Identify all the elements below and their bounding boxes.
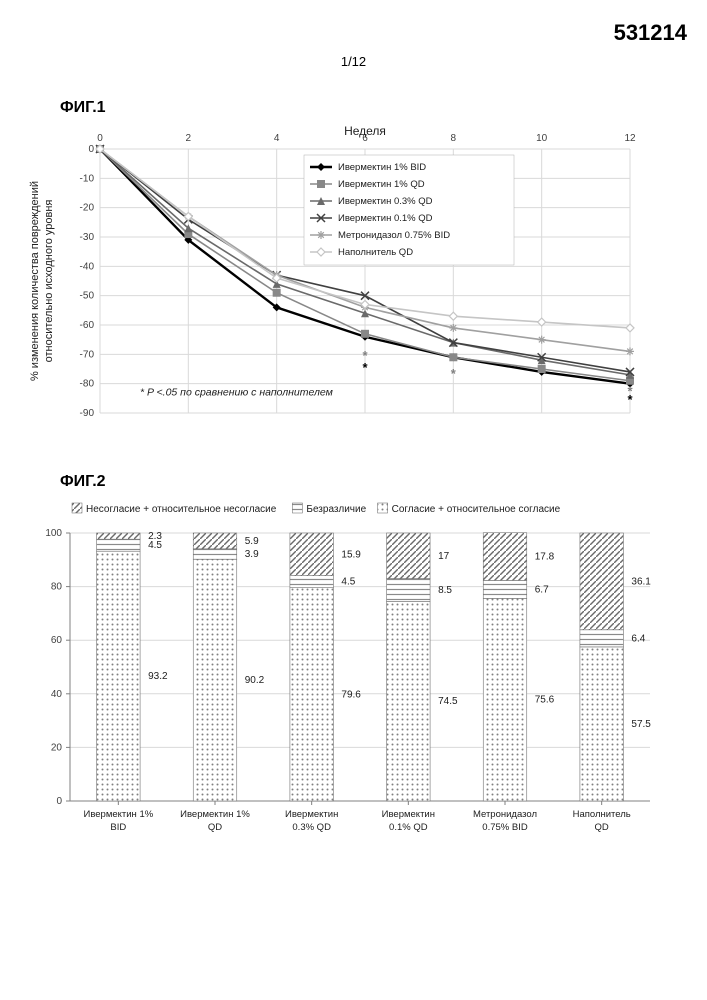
svg-text:Ивермектин 1% QD: Ивермектин 1% QD: [338, 179, 425, 190]
svg-text:2.3: 2.3: [148, 531, 162, 542]
svg-text:40: 40: [51, 689, 63, 700]
svg-text:Наполнитель: Наполнитель: [573, 809, 631, 820]
fig1-chart: 0246810120-10-20-30-40-50-60-70-80-90Нед…: [20, 123, 687, 443]
svg-text:Неделя: Неделя: [344, 124, 386, 138]
svg-text:4: 4: [274, 133, 280, 144]
svg-text:6.7: 6.7: [535, 584, 549, 595]
svg-text:Ивермектин 0.1% QD: Ивермектин 0.1% QD: [338, 213, 433, 224]
svg-text:Ивермектин: Ивермектин: [285, 809, 338, 820]
svg-text:4.5: 4.5: [341, 577, 355, 588]
svg-text:100: 100: [45, 528, 62, 539]
svg-text:-70: -70: [80, 349, 95, 360]
svg-text:60: 60: [51, 635, 63, 646]
svg-text:8.5: 8.5: [438, 585, 452, 596]
svg-text:0: 0: [97, 133, 103, 144]
svg-text:74.5: 74.5: [438, 696, 458, 707]
svg-text:0.1% QD: 0.1% QD: [389, 822, 428, 833]
svg-text:8: 8: [451, 133, 457, 144]
svg-text:*: *: [362, 360, 368, 375]
svg-text:2: 2: [186, 133, 192, 144]
svg-text:-80: -80: [80, 379, 95, 390]
document-number: 531214: [20, 20, 687, 46]
svg-text:% изменения количества поврежд: % изменения количества повреждений: [29, 181, 41, 381]
svg-text:относительно исходного уровня: относительно исходного уровня: [43, 200, 55, 363]
fig1-label: ФИГ.1: [60, 99, 687, 117]
svg-text:Ивермектин: Ивермектин: [382, 809, 435, 820]
svg-text:Ивермектин 0.3% QD: Ивермектин 0.3% QD: [338, 196, 433, 207]
page-indicator: 1/12: [20, 54, 687, 69]
svg-text:Ивермектин 1%: Ивермектин 1%: [180, 809, 250, 820]
svg-text:* P <.05 по сравнению с наполн: * P <.05 по сравнению с наполнителем: [140, 386, 333, 398]
svg-text:-40: -40: [80, 261, 95, 272]
svg-text:Ивермектин 1% BID: Ивермектин 1% BID: [338, 162, 426, 173]
svg-text:Метронидазол 0.75% BID: Метронидазол 0.75% BID: [338, 230, 450, 241]
svg-text:QD: QD: [208, 822, 222, 833]
svg-text:0.75% BID: 0.75% BID: [482, 822, 528, 833]
svg-text:Безразличие: Безразличие: [306, 504, 366, 515]
svg-text:0.3% QD: 0.3% QD: [292, 822, 331, 833]
svg-text:-50: -50: [80, 291, 95, 302]
svg-text:20: 20: [51, 742, 63, 753]
svg-text:Наполнитель QD: Наполнитель QD: [338, 247, 413, 258]
svg-text:-10: -10: [80, 173, 95, 184]
svg-text:-20: -20: [80, 203, 95, 214]
svg-text:Метронидазол: Метронидазол: [473, 809, 537, 820]
svg-text:3.9: 3.9: [245, 549, 259, 560]
svg-text:90.2: 90.2: [245, 675, 265, 686]
fig2-chart: 0 20 40 60 80 100 Несогласие + относительное н…: [20, 497, 687, 857]
svg-text:0: 0: [56, 796, 62, 807]
svg-text:-30: -30: [80, 232, 95, 243]
svg-text:93.2: 93.2: [148, 671, 168, 682]
svg-text:0: 0: [88, 144, 94, 155]
svg-text:Согласие + относительное согла: Согласие + относительное согласие: [392, 504, 561, 515]
svg-text:BID: BID: [110, 822, 126, 833]
svg-text:10: 10: [536, 133, 548, 144]
svg-text:80: 80: [51, 582, 63, 593]
svg-text:17.8: 17.8: [535, 552, 555, 563]
svg-text:12: 12: [624, 133, 636, 144]
svg-text:*: *: [627, 392, 633, 407]
fig2-label: ФИГ.2: [60, 473, 687, 491]
svg-text:17: 17: [438, 551, 450, 562]
svg-text:-90: -90: [80, 408, 95, 419]
svg-text:*: *: [451, 366, 457, 381]
svg-text:79.6: 79.6: [341, 689, 361, 700]
svg-text:5.9: 5.9: [245, 536, 259, 547]
svg-text:6.4: 6.4: [631, 633, 645, 644]
svg-text:75.6: 75.6: [535, 695, 555, 706]
svg-text:QD: QD: [595, 822, 609, 833]
svg-text:-60: -60: [80, 320, 95, 331]
svg-text:15.9: 15.9: [341, 549, 361, 560]
svg-text:36.1: 36.1: [631, 576, 651, 587]
svg-text:Несогласие + относительное нес: Несогласие + относительное несогласие: [86, 504, 277, 515]
svg-text:57.5: 57.5: [631, 719, 651, 730]
svg-text:Ивермектин 1%: Ивермектин 1%: [83, 809, 153, 820]
